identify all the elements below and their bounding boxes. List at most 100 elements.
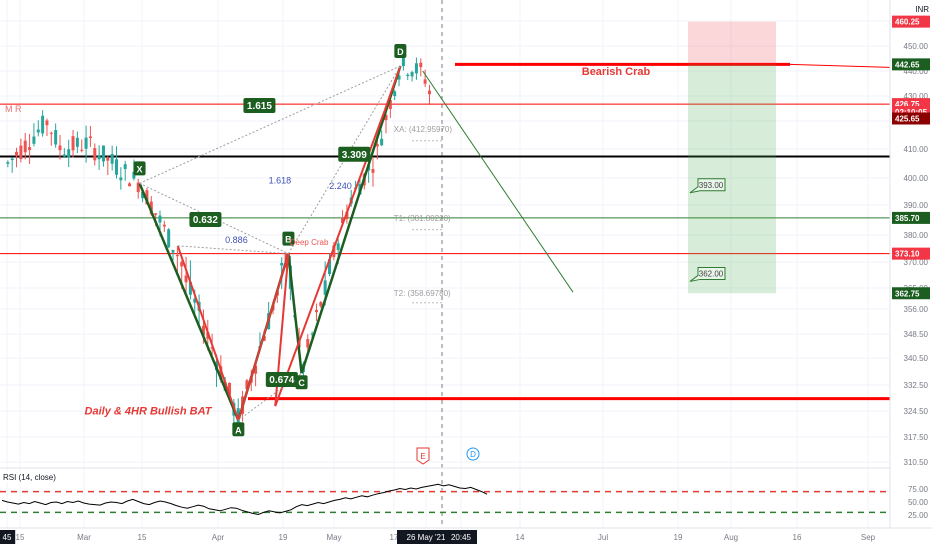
earnings-marker — [416, 447, 430, 465]
candle-body — [375, 144, 379, 147]
rsi-pane: RSI (14, close) — [0, 467, 890, 516]
time-tick-label: Apr — [212, 533, 225, 542]
ratio-label: 1.615 — [247, 101, 272, 112]
price-tick-label: 348.50 — [904, 330, 929, 339]
time-tick-label: 20:45 — [451, 533, 472, 542]
currency-label: INR — [915, 5, 929, 14]
price-axis-badge-text: 442.65 — [895, 60, 920, 69]
annotation-text: 1.618 — [269, 175, 292, 185]
target-callout — [689, 266, 726, 282]
price-tick-label: 390.00 — [904, 201, 929, 210]
candle-body — [206, 332, 210, 339]
time-axis-highlight — [0, 530, 16, 544]
candle-body — [141, 191, 145, 199]
candle-body — [145, 190, 149, 205]
candle-body — [380, 138, 384, 146]
price-tick-label: 440.00 — [904, 67, 929, 76]
candle-body — [158, 215, 162, 223]
price-axis-badge-text: 460.25 — [895, 18, 920, 27]
candle-body — [80, 149, 84, 151]
price-tick-label: 324.50 — [904, 407, 929, 416]
rsi-label: RSI (14, close) — [3, 473, 56, 482]
ratio-label: 3.309 — [342, 150, 367, 161]
candle-body — [67, 149, 71, 158]
candle-body — [15, 151, 19, 156]
point-marker-C — [295, 375, 308, 390]
candle-body — [101, 145, 105, 162]
candle-body — [397, 75, 401, 80]
candle-body — [193, 298, 197, 303]
point-label-C: C — [298, 378, 305, 388]
candle-body — [88, 136, 92, 138]
price-axis-badge-text: 362.75 — [895, 289, 920, 298]
bat-pattern-title: Daily & 4HR Bullish BAT — [85, 406, 213, 418]
candle-body — [310, 333, 314, 335]
time-tick-label: 15 — [16, 533, 25, 542]
harmonic-patterns — [138, 65, 574, 421]
candle-body — [54, 130, 58, 145]
time-tick-label: Aug — [724, 533, 738, 542]
rsi-tick-label: 75.00 — [908, 485, 929, 494]
point-label-D: D — [397, 47, 404, 57]
time-axis-highlight — [397, 530, 455, 544]
annotation-text: T2: (358.69780) — [394, 289, 451, 298]
target-zones — [688, 21, 776, 294]
candle-body — [314, 309, 318, 313]
candle-body — [188, 281, 192, 295]
candle-body — [419, 62, 423, 68]
bat-leg-XA — [138, 182, 240, 421]
candle-body — [19, 145, 23, 159]
ratio-badge — [189, 212, 222, 227]
price-tick-label: 450.00 — [904, 42, 929, 51]
candle-body — [45, 120, 49, 126]
candle-body — [10, 158, 14, 161]
price-axis-badge — [892, 15, 930, 28]
target-callout-text: 362.00 — [699, 269, 724, 278]
candle-body — [28, 147, 32, 151]
price-tick-label: 380.00 — [904, 231, 929, 240]
price-axis-badge-text: 373.10 — [895, 250, 920, 259]
point-marker-A — [232, 422, 245, 437]
candle-body — [36, 129, 40, 133]
bat-leg-BC — [287, 253, 303, 374]
time-axis: 45 15 Mar 15 Apr 19 May 17 26 May '21 20:45 14 Jul 1… — [0, 527, 932, 550]
annotation-text: Deep Crab — [290, 238, 329, 247]
price-axis-badge — [892, 247, 930, 260]
candle-body — [245, 380, 249, 389]
retracement-connector — [177, 245, 289, 255]
price-axis-badge — [892, 112, 930, 125]
retracement-connector — [139, 182, 289, 255]
ratio-label: 0.674 — [269, 375, 294, 386]
rsi-tick-label: 50.00 — [908, 498, 929, 507]
candle-body — [336, 243, 340, 250]
candle-body — [401, 57, 405, 67]
candle-body — [132, 171, 136, 179]
price-axis: 460.00450.00440.00430.00420.00410.00400.… — [889, 0, 932, 550]
time-tick-label: 26 May '21 — [407, 533, 446, 542]
time-tick-label: 16 — [793, 533, 802, 542]
annotations: X A B C D 1.615 0.632 3.309 0.674 Bearish Crab Dee… — [5, 44, 726, 465]
candle-body — [149, 201, 153, 215]
candle-body — [319, 302, 323, 307]
candle-body — [97, 155, 101, 160]
candle-body — [162, 224, 166, 227]
candle-body — [254, 365, 258, 374]
annotation-text: 0.886 — [225, 235, 248, 245]
ratio-label: 0.632 — [193, 215, 218, 226]
price-tick-label: 356.00 — [904, 305, 929, 314]
price-tick-label: 332.50 — [904, 381, 929, 390]
price-tick-label: 400.00 — [904, 174, 929, 183]
point-marker-D — [394, 44, 407, 58]
time-tick-label: Sep — [861, 533, 876, 542]
candle-body — [406, 74, 410, 77]
candle-body — [328, 259, 332, 275]
crab-leg — [237, 253, 290, 421]
target-callout-text: 393.00 — [699, 181, 724, 190]
candle-body — [423, 79, 427, 84]
price-tick-label: 310.50 — [904, 458, 929, 467]
candle-body — [128, 183, 132, 187]
candle-body — [280, 262, 284, 266]
candle-body — [180, 261, 184, 267]
grid — [0, 0, 890, 528]
